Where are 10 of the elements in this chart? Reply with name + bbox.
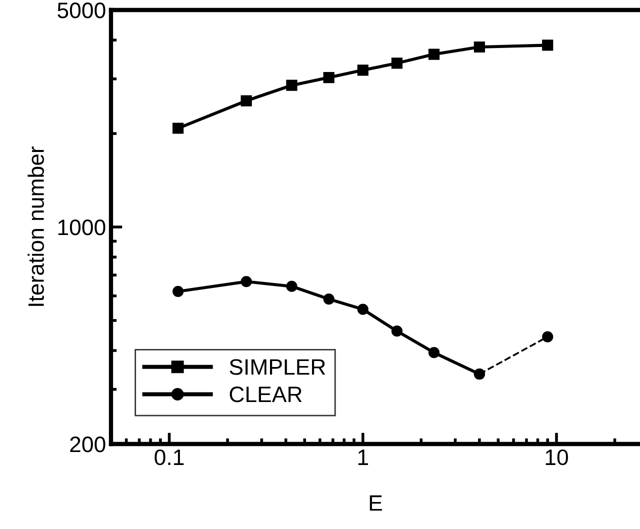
y-tick-label: 5000 [58, 2, 106, 18]
x-axis-title: E [370, 495, 382, 511]
legend-label: CLEAR [230, 386, 302, 402]
y-tick-label: 200 [70, 436, 106, 452]
x-tick-label: 1 [358, 450, 368, 465]
legend-label: SIMPLER [230, 359, 326, 375]
y-axis-title: Iteration number [28, 146, 44, 306]
x-tick-label: 10 [546, 449, 568, 466]
x-tick-label: 0.1 [154, 449, 184, 466]
y-tick-label: 1000 [58, 220, 106, 236]
